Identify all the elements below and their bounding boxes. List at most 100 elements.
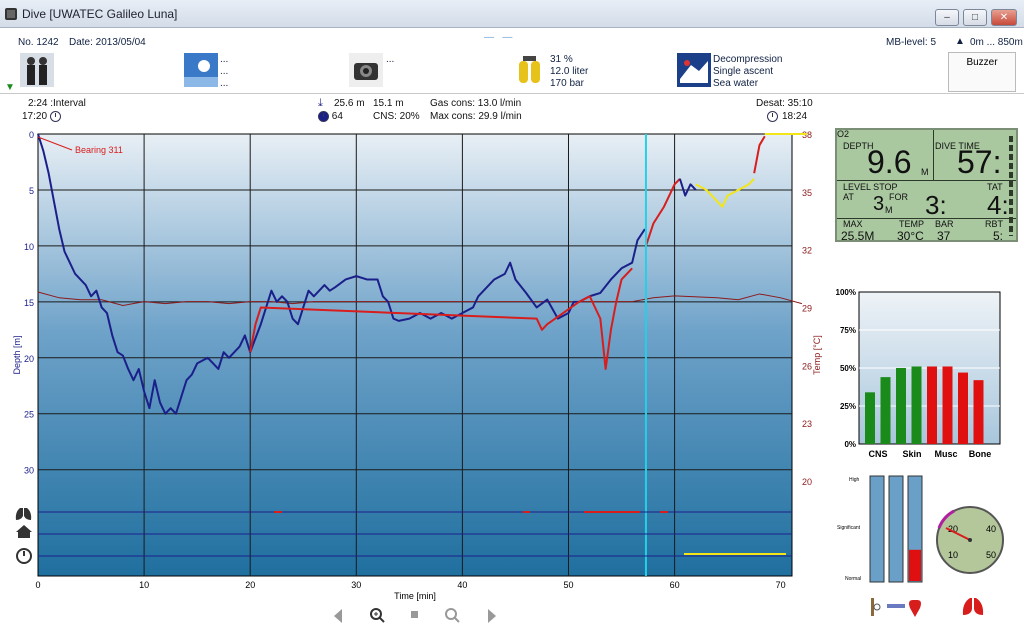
- temp-tick: 23: [802, 419, 812, 429]
- temp-tick: 29: [802, 303, 812, 313]
- lcd-divider: [933, 130, 934, 180]
- camera-icon[interactable]: [349, 53, 383, 87]
- deco-extra: ...: [713, 88, 722, 94]
- bar-value: 37: [937, 229, 951, 243]
- level-bar-3-fill: [909, 549, 921, 581]
- computer-display: O2 DEPTH 9.6 M DIVE TIME 57: LEVEL STOP …: [835, 128, 1018, 242]
- lungs-icon: [15, 508, 32, 520]
- tissue-label: Musc: [934, 449, 957, 459]
- tissue-bar: [896, 368, 906, 444]
- weather-line-3: ...: [220, 78, 229, 89]
- weather-icon[interactable]: [184, 53, 218, 87]
- camera-line: ...: [386, 54, 395, 65]
- lcd-divider: [837, 218, 1016, 219]
- o2-scale: [1009, 136, 1013, 236]
- tank-pressure: 170 bar: [550, 78, 584, 89]
- depth-line: [644, 178, 681, 247]
- prev-icon[interactable]: [334, 609, 342, 623]
- plot-area: [37, 133, 793, 577]
- stop-depth: 3: [873, 193, 885, 215]
- dive-mode-icon[interactable]: [677, 53, 711, 87]
- max-depth: 25.6 m: [334, 98, 365, 109]
- temp-tick: 20: [802, 477, 812, 487]
- series-lines: [37, 133, 808, 415]
- max-label: MAX: [843, 219, 863, 229]
- tissue-label: Bone: [969, 449, 992, 459]
- depth-line: [695, 178, 755, 208]
- x-axis-label: Time [min]: [394, 591, 436, 601]
- depth-value: 9.6: [867, 144, 912, 180]
- depth-axis: 0 5 10 15 20 25 30: [24, 130, 34, 476]
- dial-20: 20: [948, 524, 958, 534]
- tat-value: 4:: [987, 190, 1009, 220]
- zoom-out-icon[interactable]: [445, 608, 460, 623]
- dive-number: No. 1242: [18, 37, 59, 48]
- tissue-tick: 50%: [840, 364, 856, 373]
- ascent-icon: [16, 525, 32, 538]
- tissue-tick: 75%: [840, 326, 856, 335]
- gas-consumption: Gas cons: 13.0 l/min: [430, 98, 522, 109]
- o2-label: O2: [837, 129, 850, 139]
- next-icon[interactable]: [488, 609, 496, 623]
- cns-icon: [318, 111, 329, 122]
- weather-line-1: ...: [220, 54, 229, 65]
- cns-row: 64: [318, 111, 343, 122]
- heart-icon: [909, 600, 921, 617]
- avg-depth: 15.1 m: [373, 98, 404, 109]
- start-time: 17:20: [22, 111, 48, 123]
- bar-label: BAR: [935, 219, 954, 229]
- temp-value: 30°C: [897, 229, 924, 243]
- minimize-button[interactable]: –: [935, 9, 959, 26]
- stop-icon[interactable]: [411, 611, 418, 618]
- temp-tick: 35: [802, 188, 812, 198]
- tissue-bar: [880, 377, 891, 444]
- separator-dashes: — —: [484, 32, 513, 43]
- dial-arc: [937, 509, 955, 529]
- tank-gauge-icon: [887, 604, 905, 608]
- time-tick: 70: [776, 580, 786, 590]
- level-significant: Significant: [837, 525, 861, 531]
- dial-hub: [968, 538, 972, 542]
- time-tick: 20: [245, 580, 255, 590]
- depth-tick: 25: [24, 410, 34, 420]
- buzzer-button[interactable]: Buzzer: [948, 52, 1016, 92]
- dive-date: Date: 2013/05/04: [69, 37, 146, 48]
- dive-info-bar: No. 1242 Date: 2013/05/04 — — MB-level: …: [0, 28, 1024, 94]
- temp-line: [37, 291, 803, 307]
- dial-10: 10: [948, 550, 958, 560]
- depth-tick: 0: [29, 130, 34, 140]
- depth-tick: 30: [24, 466, 34, 476]
- zoom-in-icon[interactable]: [370, 608, 385, 623]
- time-tick: 30: [351, 580, 361, 590]
- depth-line: [678, 178, 697, 197]
- time-tick: 50: [563, 580, 573, 590]
- altitude-range: 0m ... 850m: [970, 37, 1023, 48]
- at-label: AT: [843, 192, 854, 202]
- time-tick: 10: [139, 580, 149, 590]
- dive-time-value: 57:: [957, 144, 1002, 180]
- expand-arrow-icon[interactable]: ▼: [5, 82, 15, 93]
- stop-time: 3:: [925, 190, 947, 220]
- level-stop-label: LEVEL STOP: [843, 182, 898, 192]
- weather-line-2: ...: [220, 66, 229, 77]
- dive-time-label: DIVE TIME: [935, 141, 980, 151]
- maximize-button[interactable]: □: [963, 9, 987, 26]
- tissue-tick: 25%: [840, 402, 856, 411]
- tissue-labels: CNS Skin Musc Bone: [868, 449, 991, 459]
- close-button[interactable]: ✕: [991, 9, 1017, 26]
- temp-label: TEMP: [899, 219, 925, 229]
- depth-line: [249, 267, 633, 370]
- rbt-value: 5:: [993, 229, 1004, 243]
- ascent-mode: Single ascent: [713, 66, 774, 77]
- deco-mode: Decompression: [713, 54, 783, 65]
- depth-tick: 10: [24, 242, 34, 252]
- depth-tick: 20: [24, 354, 34, 364]
- mountain-icon: ▲: [955, 36, 965, 47]
- divers-icon[interactable]: [20, 53, 54, 87]
- tissue-label: CNS: [868, 449, 887, 459]
- cns-value: 64: [331, 111, 343, 123]
- tank-icon[interactable]: [513, 53, 547, 87]
- tank-o2: 31 %: [550, 54, 573, 65]
